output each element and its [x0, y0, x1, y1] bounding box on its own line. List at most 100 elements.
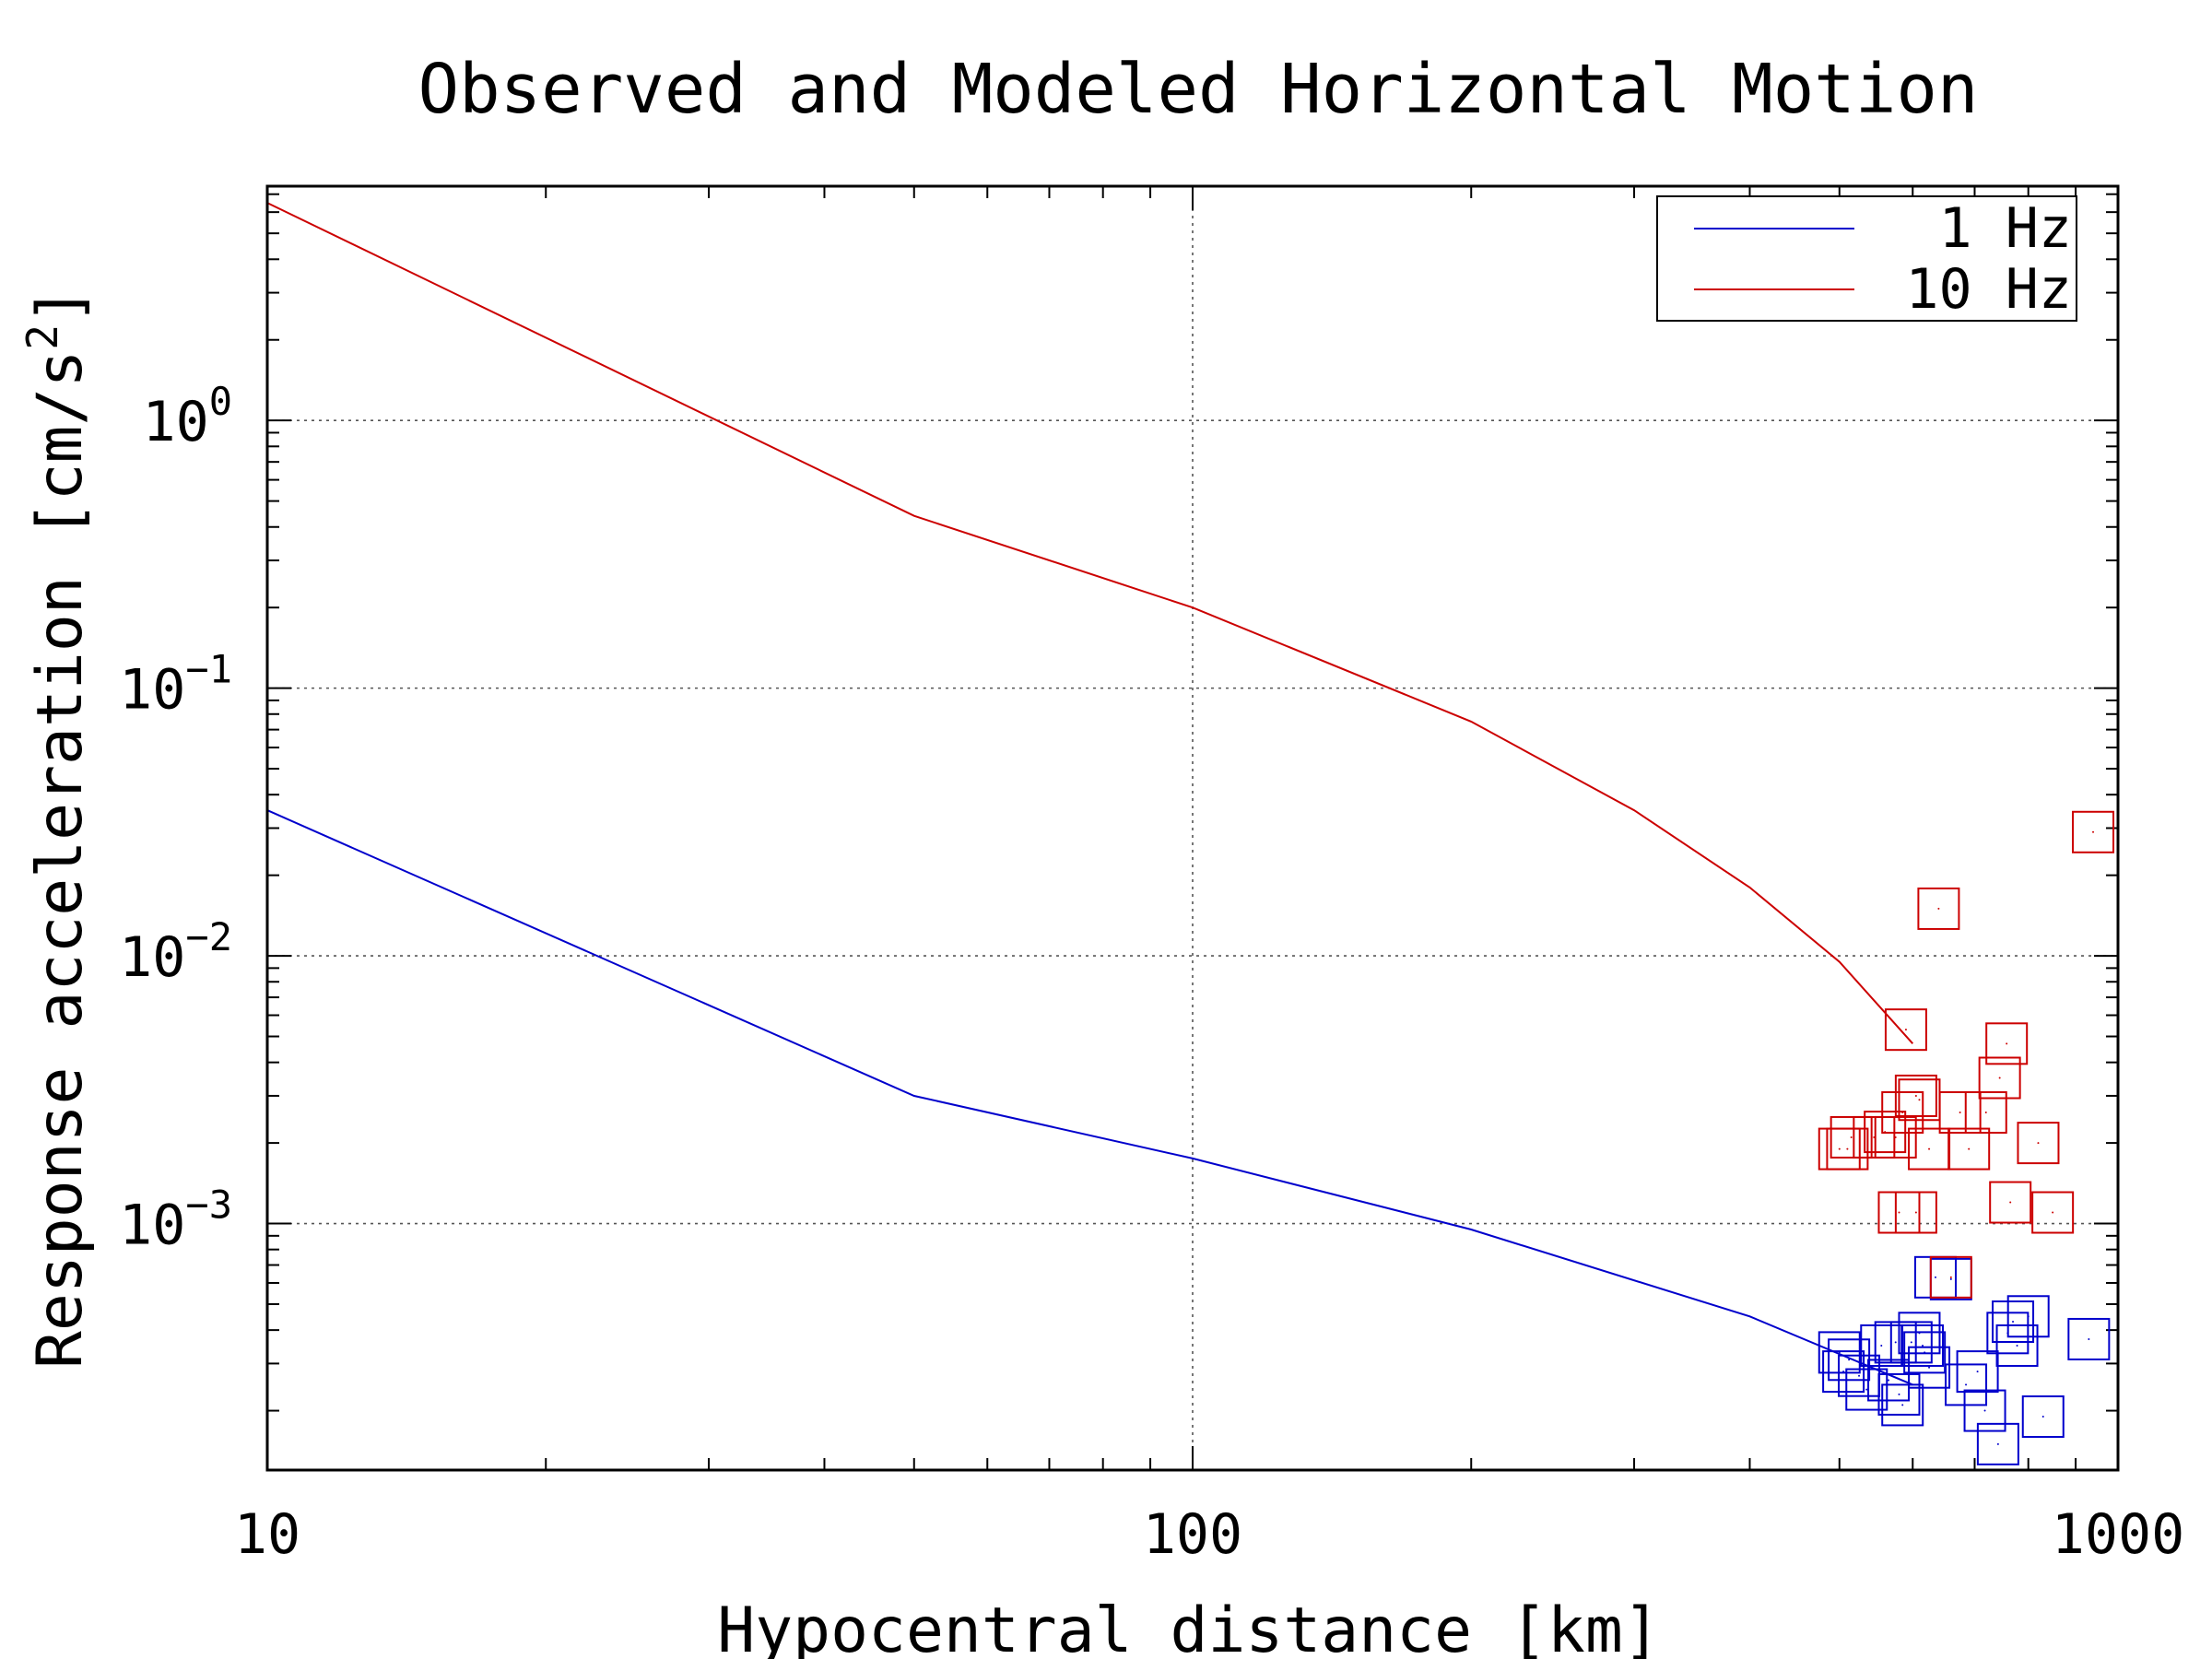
observed-point-center-1hz	[1858, 1374, 1861, 1377]
y-tick-label-exponent: −1	[185, 647, 232, 692]
chart-title: Observed and Modeled Horizontal Motion	[418, 50, 1979, 129]
y-axis-label-close: ]	[24, 287, 97, 324]
observed-point-center-1hz	[1983, 1409, 1986, 1412]
observed-point-10hz	[1938, 1091, 1982, 1135]
y-tick-label: 10−1	[119, 647, 232, 723]
observed-point-center-10hz	[2037, 1142, 2040, 1145]
observed-point-10hz	[1947, 1127, 1991, 1171]
y-tick-label-exponent: −3	[185, 1182, 232, 1228]
x-tick-label: 100	[1143, 1502, 1242, 1567]
x-tick-label: 1000	[2052, 1502, 2185, 1567]
y-tick-label: 100	[142, 379, 232, 454]
observed-point-10hz	[1894, 1191, 1937, 1234]
observed-point-center-1hz	[2041, 1416, 2044, 1418]
observed-point-center-10hz	[1838, 1147, 1841, 1150]
observed-point-center-1hz	[1928, 1366, 1931, 1369]
y-tick-label-exponent: 0	[209, 379, 232, 424]
observed-point-center-1hz	[1922, 1344, 1924, 1347]
observed-point-1hz	[1903, 1331, 1947, 1374]
observed-point-10hz	[1830, 1115, 1873, 1159]
observed-point-1hz	[1889, 1321, 1933, 1364]
observed-point-center-1hz	[2088, 1337, 2090, 1340]
observed-point-center-10hz	[1846, 1147, 1849, 1150]
observed-point-center-10hz	[2006, 1042, 2008, 1045]
x-tick-label: 10	[234, 1502, 300, 1567]
observed-point-1hz	[1976, 1422, 2019, 1465]
observed-point-center-1hz	[1894, 1341, 1897, 1344]
observed-point-center-10hz	[1959, 1112, 1961, 1114]
observed-point-center-1hz	[1910, 1341, 1912, 1344]
plot-frame	[265, 184, 2120, 1472]
observed-point-1hz	[2067, 1317, 2111, 1360]
y-axis-label: Response acceleration [cm/s2]	[18, 287, 97, 1369]
observed-point-1hz	[1881, 1383, 1924, 1427]
legend: 1 Hz 10 Hz	[1656, 195, 2077, 322]
observed-point-center-10hz	[2009, 1201, 2012, 1204]
observed-point-center-1hz	[2016, 1344, 2018, 1347]
y-tick-label: 10−3	[119, 1182, 232, 1258]
model-line-10hz	[266, 202, 1914, 1044]
y-axis-label-superscript: 2	[18, 324, 67, 350]
observed-point-1hz	[1956, 1350, 1999, 1394]
observed-point-center-1hz	[1934, 1276, 1936, 1278]
observed-point-10hz	[1978, 1056, 2021, 1100]
observed-point-center-10hz	[1918, 1099, 1921, 1101]
observed-point-center-10hz	[1914, 1094, 1917, 1097]
observed-point-center-10hz	[1901, 1112, 1904, 1114]
observed-point-center-10hz	[1937, 907, 1940, 910]
observed-point-10hz	[2017, 1122, 2060, 1165]
observed-point-1hz	[2021, 1395, 2065, 1439]
observed-point-center-1hz	[1842, 1371, 1845, 1373]
observed-point-center-1hz	[1848, 1359, 1851, 1361]
observed-point-10hz	[1884, 1008, 1927, 1052]
y-tick-label-base: 10	[142, 390, 208, 454]
observed-point-10hz	[1929, 1255, 1972, 1299]
legend-label-1hz: 1 Hz	[1939, 196, 2073, 261]
observed-point-10hz	[1917, 887, 1960, 930]
observed-point-center-1hz	[1888, 1379, 1890, 1382]
observed-point-1hz	[1901, 1324, 1945, 1367]
observed-point-1hz	[1877, 1372, 1921, 1416]
observed-point-10hz	[2072, 810, 2115, 853]
y-tick-label-base: 10	[119, 658, 185, 723]
observed-point-center-10hz	[1894, 1135, 1897, 1138]
observed-point-10hz	[1853, 1115, 1896, 1159]
y-axis-label-text: Response acceleration [cm/s	[24, 350, 97, 1369]
observed-point-center-1hz	[1976, 1371, 1979, 1373]
observed-point-center-10hz	[1984, 1112, 1987, 1114]
observed-point-center-1hz	[1901, 1404, 1904, 1406]
observed-point-center-1hz	[1880, 1344, 1883, 1347]
observed-point-1hz	[1945, 1363, 1988, 1406]
observed-point-center-10hz	[1998, 1077, 2001, 1079]
observed-point-center-1hz	[1865, 1388, 1868, 1391]
observed-point-1hz	[1908, 1346, 1951, 1389]
observed-point-center-10hz	[1914, 1211, 1917, 1214]
observed-point-center-1hz	[2012, 1321, 2015, 1324]
observed-point-center-1hz	[1898, 1393, 1900, 1395]
y-tick-label: 10−2	[119, 914, 232, 990]
observed-point-1hz	[1995, 1324, 2039, 1367]
observed-point-center-1hz	[1965, 1383, 1968, 1386]
model-line-1hz	[266, 809, 1913, 1386]
observed-point-center-10hz	[1898, 1211, 1900, 1214]
y-tick-label-base: 10	[119, 925, 185, 990]
observed-point-center-10hz	[2052, 1211, 2054, 1214]
observed-point-1hz	[1845, 1368, 1888, 1411]
observed-point-center-1hz	[1949, 1277, 1952, 1280]
observed-point-1hz	[2006, 1295, 2050, 1338]
x-axis-label: Hypocentral distance [km]	[717, 1594, 1661, 1659]
observed-point-10hz	[1989, 1181, 2032, 1224]
observed-point-center-10hz	[1850, 1135, 1853, 1138]
observed-point-center-1hz	[2027, 1315, 2030, 1318]
observed-point-10hz	[1881, 1091, 1924, 1135]
observed-point-center-10hz	[1949, 1276, 1952, 1278]
legend-label-10hz: 10 Hz	[1905, 257, 2072, 322]
observed-point-10hz	[2031, 1191, 2075, 1234]
y-tick-label-base: 10	[119, 1194, 185, 1258]
observed-point-1hz	[1992, 1300, 2035, 1344]
observed-point-10hz	[1826, 1127, 1869, 1171]
observed-point-10hz	[1964, 1091, 2007, 1135]
observed-point-center-10hz	[1968, 1147, 1971, 1150]
